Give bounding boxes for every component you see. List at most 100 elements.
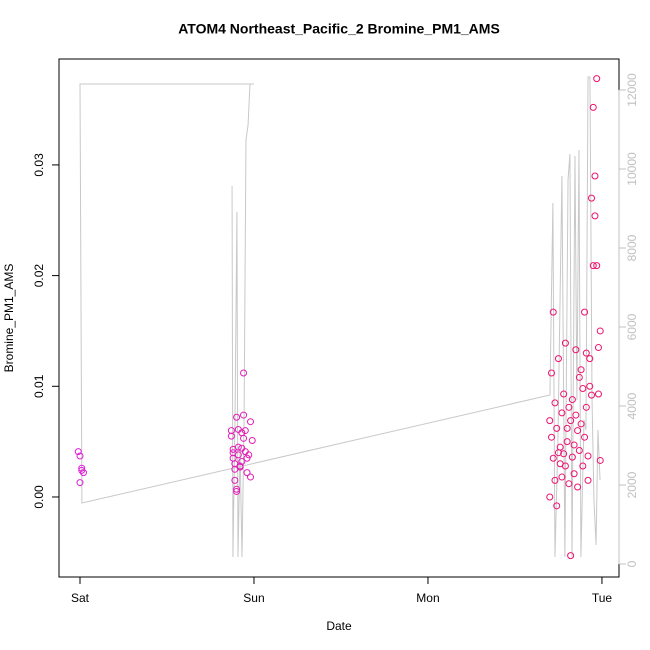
y2-tick-label: 0: [625, 560, 639, 567]
data-point: [561, 462, 569, 470]
data-point: [560, 450, 568, 458]
data-point: [593, 262, 601, 270]
data-point: [581, 433, 589, 441]
y-tick-label: 0.02: [32, 264, 46, 288]
y2-tick-label: 6000: [625, 313, 639, 340]
data-point: [560, 390, 568, 398]
data-point: [551, 399, 559, 407]
data-point: [565, 480, 573, 488]
data-point: [76, 452, 84, 460]
data-point: [238, 458, 246, 466]
data-point: [591, 212, 599, 220]
data-point: [586, 382, 594, 390]
data-point: [594, 390, 602, 398]
data-point: [596, 327, 604, 335]
data-point: [582, 349, 590, 357]
data-point: [78, 466, 86, 474]
data-point: [248, 437, 256, 445]
plot-box: [58, 58, 620, 578]
data-point: [79, 469, 87, 477]
data-point: [593, 75, 601, 83]
data-point: [591, 172, 599, 180]
y2-tick-label: 4000: [625, 392, 639, 419]
data-point: [584, 476, 592, 484]
data-point: [558, 473, 566, 481]
data-point: [570, 470, 578, 478]
data-point: [588, 391, 596, 399]
data-point: [579, 385, 587, 393]
data-point: [76, 479, 84, 487]
data-point: [588, 194, 596, 202]
data-point: [547, 433, 555, 441]
data-point: [570, 441, 578, 449]
data-point: [245, 451, 253, 459]
data-point: [575, 373, 583, 381]
data-point: [568, 453, 576, 461]
y-tick-label: 0.03: [32, 153, 46, 177]
y2-tick-label: 10000: [625, 152, 639, 186]
data-point: [247, 418, 255, 426]
data-point: [547, 369, 555, 377]
data-point: [567, 552, 575, 560]
data-point: [582, 403, 590, 411]
data-point: [240, 434, 248, 442]
data-point: [247, 473, 255, 481]
x-tick-label: Sun: [243, 591, 264, 605]
data-point: [568, 396, 576, 404]
data-point: [546, 417, 554, 425]
data-point: [584, 452, 592, 460]
chart-title: ATOM4 Northeast_Pacific_2 Bromine_PM1_AM…: [178, 21, 500, 37]
data-point: [233, 485, 241, 493]
data-point: [589, 103, 597, 111]
data-point: [572, 346, 580, 354]
data-point: [558, 409, 566, 417]
data-point: [589, 262, 597, 270]
data-point: [574, 483, 582, 491]
data-point: [243, 454, 251, 462]
data-point: [586, 355, 594, 363]
data-point: [563, 438, 571, 446]
data-point: [553, 424, 561, 432]
data-point: [554, 355, 562, 363]
data-point: [551, 476, 559, 484]
y2-tick-label: 8000: [625, 234, 639, 261]
data-point: [240, 411, 248, 419]
data-point: [546, 493, 554, 501]
y-tick-label: 0.00: [32, 485, 46, 509]
data-point: [577, 420, 585, 428]
data-point: [574, 427, 582, 435]
data-point: [233, 413, 241, 421]
data-point: [236, 462, 244, 470]
x-tick-label: Sat: [71, 591, 90, 605]
data-point: [565, 403, 573, 411]
data-point: [549, 454, 557, 462]
x-axis-label: Date: [326, 619, 352, 633]
data-point: [561, 339, 569, 347]
data-point: [581, 308, 589, 316]
data-point: [240, 369, 248, 377]
data-point: [231, 476, 239, 484]
data-point: [549, 308, 557, 316]
y2-tick-label: 2000: [625, 471, 639, 498]
data-point: [234, 451, 242, 459]
data-point: [78, 464, 86, 472]
data-point: [234, 425, 242, 433]
data-point: [74, 448, 82, 456]
data-point: [594, 344, 602, 352]
y-axis-label: Bromine_PM1_AMS: [2, 264, 16, 373]
data-point: [596, 456, 604, 464]
data-line: [79, 76, 601, 558]
data-point: [556, 443, 564, 451]
x-tick-label: Mon: [416, 591, 439, 605]
data-point: [233, 487, 241, 495]
data-point: [234, 443, 242, 451]
data-point: [227, 427, 235, 435]
data-point: [241, 427, 249, 435]
data-point: [243, 469, 251, 477]
x-tick-label: Tue: [592, 591, 613, 605]
data-point: [567, 417, 575, 425]
y2-tick-label: 12000: [625, 73, 639, 107]
data-point: [577, 366, 585, 374]
data-point: [575, 446, 583, 454]
